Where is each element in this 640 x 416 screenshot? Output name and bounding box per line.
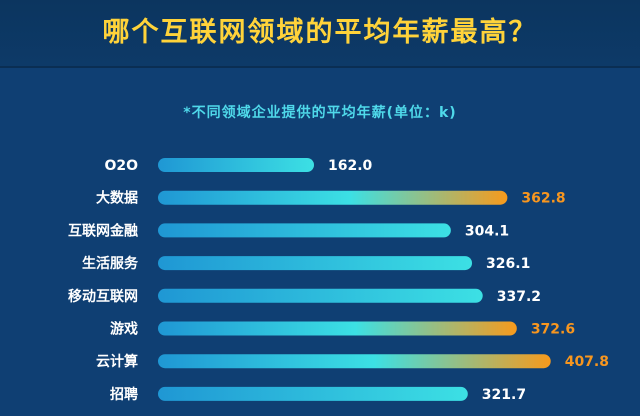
value-label: 321.7 bbox=[482, 387, 526, 403]
category-label: 招聘 bbox=[110, 386, 138, 403]
title-banner bbox=[0, 0, 640, 68]
bar bbox=[158, 354, 551, 369]
category-label: 生活服务 bbox=[82, 255, 139, 272]
category-label: 移动互联网 bbox=[68, 288, 138, 305]
bar bbox=[158, 256, 473, 271]
value-label: 407.8 bbox=[565, 354, 609, 370]
value-label: 162.0 bbox=[328, 158, 373, 174]
bar bbox=[158, 158, 315, 172]
category-label: 大数据 bbox=[96, 190, 138, 207]
chart-title: 哪个互联网领域的平均年薪最高？ bbox=[102, 17, 538, 48]
bar bbox=[158, 386, 468, 401]
value-label: 372.6 bbox=[531, 322, 575, 338]
bar bbox=[158, 190, 508, 205]
value-label: 337.2 bbox=[497, 289, 541, 305]
category-label: 游戏 bbox=[110, 321, 138, 338]
chart-subtitle: *不同领域企业提供的平均年薪(单位：k) bbox=[183, 105, 457, 121]
bar bbox=[158, 288, 483, 303]
value-label: 362.8 bbox=[521, 191, 565, 207]
category-label: 互联网金融 bbox=[68, 222, 138, 239]
bar bbox=[158, 223, 451, 238]
value-label: 326.1 bbox=[486, 256, 530, 272]
bar bbox=[158, 321, 517, 336]
value-label: 304.1 bbox=[465, 223, 509, 239]
category-label: O2O bbox=[104, 158, 138, 174]
category-label: 云计算 bbox=[96, 353, 138, 370]
